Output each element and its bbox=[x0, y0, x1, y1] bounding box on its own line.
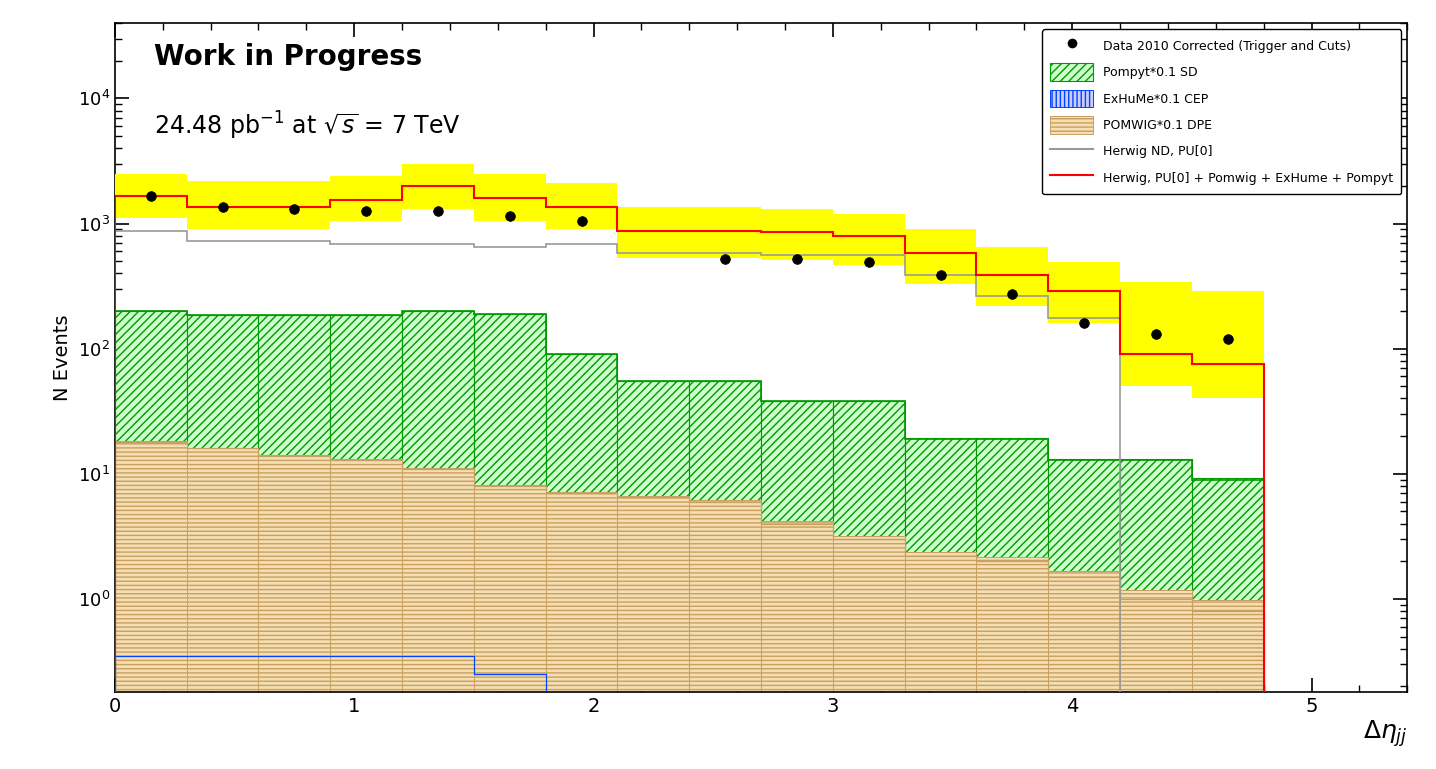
Bar bbox=[402, 634, 474, 692]
X-axis label: $\Delta\eta_{jj}$: $\Delta\eta_{jj}$ bbox=[1363, 719, 1407, 750]
Bar bbox=[761, 521, 833, 692]
Bar bbox=[258, 315, 330, 692]
Bar bbox=[1120, 459, 1192, 692]
Bar bbox=[330, 459, 402, 692]
Bar bbox=[187, 634, 258, 692]
Bar bbox=[474, 314, 546, 692]
Bar bbox=[546, 492, 617, 692]
Bar bbox=[402, 311, 474, 692]
Bar bbox=[1192, 478, 1264, 692]
Text: Work in Progress: Work in Progress bbox=[154, 43, 422, 72]
Bar bbox=[617, 381, 689, 692]
Bar bbox=[115, 634, 187, 692]
Bar bbox=[402, 468, 474, 692]
Bar bbox=[1192, 689, 1264, 692]
Bar bbox=[330, 315, 402, 692]
Bar bbox=[833, 679, 905, 692]
Bar bbox=[1048, 684, 1120, 692]
Bar bbox=[689, 674, 761, 692]
Bar bbox=[976, 438, 1048, 692]
Bar bbox=[689, 500, 761, 692]
Bar bbox=[761, 401, 833, 692]
Bar bbox=[546, 355, 617, 692]
Text: 24.48 pb$^{-1}$ at $\sqrt{s}$ = 7 TeV: 24.48 pb$^{-1}$ at $\sqrt{s}$ = 7 TeV bbox=[154, 110, 461, 142]
Bar bbox=[258, 454, 330, 692]
Bar bbox=[833, 401, 905, 692]
Bar bbox=[330, 634, 402, 692]
Bar bbox=[187, 448, 258, 692]
Bar bbox=[905, 552, 976, 692]
Bar bbox=[617, 672, 689, 692]
Bar bbox=[187, 315, 258, 692]
Bar bbox=[474, 484, 546, 692]
Bar bbox=[115, 441, 187, 692]
Bar bbox=[1192, 600, 1264, 692]
Bar bbox=[976, 681, 1048, 692]
Bar bbox=[905, 681, 976, 692]
Bar bbox=[115, 311, 187, 692]
Bar bbox=[833, 536, 905, 692]
Bar bbox=[1048, 459, 1120, 692]
Legend: Data 2010 Corrected (Trigger and Cuts), Pompyt*0.1 SD, ExHuMe*0.1 CEP, POMWIG*0.: Data 2010 Corrected (Trigger and Cuts), … bbox=[1043, 29, 1402, 195]
Y-axis label: N Events: N Events bbox=[53, 315, 72, 401]
Bar bbox=[761, 679, 833, 692]
Bar bbox=[976, 557, 1048, 692]
Bar bbox=[1120, 687, 1192, 692]
Bar bbox=[258, 634, 330, 692]
Bar bbox=[905, 438, 976, 692]
Bar bbox=[474, 644, 546, 692]
Bar bbox=[1048, 571, 1120, 692]
Bar bbox=[1120, 590, 1192, 692]
Bar bbox=[546, 664, 617, 692]
Bar bbox=[617, 496, 689, 692]
Bar bbox=[689, 381, 761, 692]
